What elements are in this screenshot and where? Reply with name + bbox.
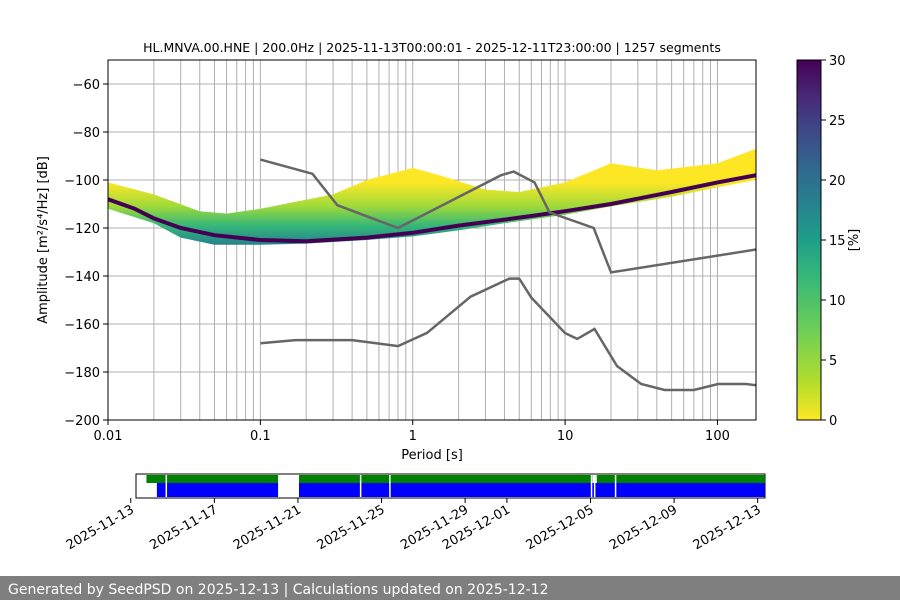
availability-green-segment (298, 475, 593, 483)
colorbar-tick-label: 0 (829, 414, 837, 429)
availability-blue-segment (298, 483, 765, 497)
nlnm-line (260, 277, 756, 392)
x-tick-label: 10 (557, 429, 574, 444)
availability-gap (359, 475, 362, 497)
date-tick-label: 2025-12-05 (524, 502, 597, 553)
colorbar-tick-label: 25 (829, 114, 846, 129)
date-tick-label: 2025-12-09 (607, 502, 680, 553)
date-tick-label: 2025-12-13 (691, 502, 764, 553)
psd-mode-line (108, 173, 756, 244)
availability-gap (165, 475, 168, 497)
x-axis-label: Period [s] (401, 448, 463, 463)
x-tick-label: 100 (705, 429, 730, 444)
availability-bar (135, 473, 766, 499)
availability-blue-segment (156, 483, 279, 497)
colorbar-tick-label: 20 (829, 174, 846, 189)
colorbar (796, 59, 822, 421)
colorbar-label: [%] (847, 229, 862, 252)
psd-density-band (108, 148, 756, 245)
availability-green-segment (146, 475, 279, 483)
date-ticks: 2025-11-13 2025-11-17 2025-11-21 2025-11-25… (64, 498, 764, 553)
colorbar-tick-label: 10 (829, 294, 846, 309)
colorbar-tick-label: 30 (829, 54, 846, 69)
availability-gap (590, 475, 593, 497)
availability-gap (593, 475, 596, 497)
availability-gap (389, 475, 391, 497)
plot-frame (107, 59, 757, 421)
y-tick-label: −160 (64, 318, 100, 333)
y-tick-label: −180 (64, 366, 100, 381)
chart-title: HL.MNVA.00.HNE | 200.0Hz | 2025-11-13T00… (143, 40, 721, 55)
availability-gap (614, 475, 617, 497)
y-tick-label: −140 (64, 270, 100, 285)
nhnm-line (260, 158, 756, 274)
y-tick-label: −80 (73, 126, 100, 141)
date-tick-label: 2025-11-13 (64, 502, 137, 553)
y-axis-ticks: −60 −80 −100 −120 −140 −160 −180 −200 (64, 78, 108, 429)
x-tick-label: 0.1 (250, 429, 271, 444)
x-tick-label: 1 (409, 429, 417, 444)
footer-text: Generated by SeedPSD on 2025-12-13 | Cal… (0, 576, 900, 600)
psd-heatmap (108, 148, 756, 392)
colorbar-tick-label: 15 (829, 234, 846, 249)
date-tick-label: 2025-11-21 (231, 502, 304, 553)
y-axis-label: Amplitude [m²/s⁴/Hz] [dB] (36, 156, 51, 324)
y-tick-label: −200 (64, 414, 100, 429)
colorbar-tick-label: 5 (829, 354, 837, 369)
colorbar-ticks: 0 5 10 15 20 25 30 (821, 54, 846, 429)
x-axis-ticks: 0.01 0.1 1 10 100 (94, 420, 730, 444)
date-tick-label: 2025-11-25 (315, 502, 388, 553)
y-tick-label: −100 (64, 174, 100, 189)
date-tick-label: 2025-11-17 (147, 502, 220, 553)
availability-green-segment (596, 475, 765, 483)
y-tick-label: −60 (73, 78, 100, 93)
y-tick-label: −120 (64, 222, 100, 237)
x-tick-label: 0.01 (94, 429, 123, 444)
psd-chart: HL.MNVA.00.HNE | 200.0Hz | 2025-11-13T00… (36, 40, 862, 553)
